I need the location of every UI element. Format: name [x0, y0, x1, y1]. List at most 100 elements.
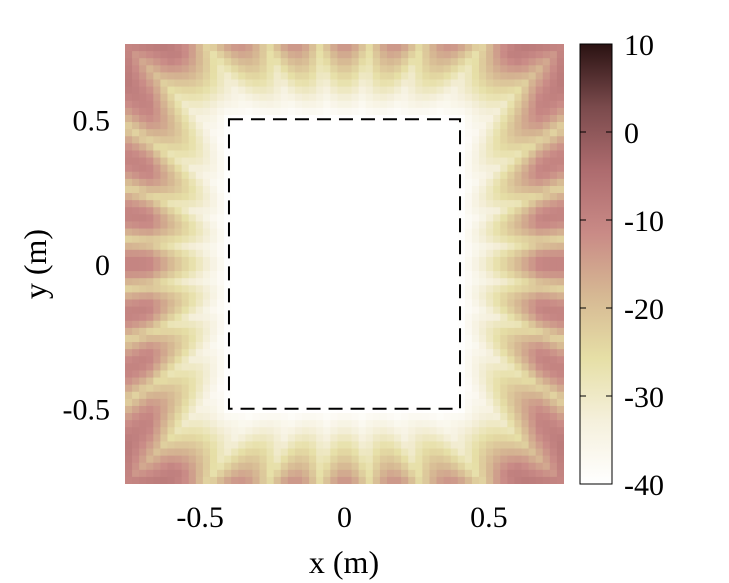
heatmap-cell — [195, 377, 204, 386]
heatmap-cell — [330, 129, 339, 137]
heatmap-cell — [450, 249, 459, 258]
heatmap-cell — [209, 292, 218, 301]
heatmap-cell — [238, 469, 246, 478]
heatmap-cell — [471, 278, 480, 286]
heatmap-cell — [181, 405, 190, 414]
heatmap-cell — [549, 235, 558, 244]
heatmap-cell — [528, 299, 537, 308]
heatmap-cell — [132, 384, 140, 393]
heatmap-cell — [323, 256, 331, 265]
heatmap-cell — [287, 93, 296, 102]
heatmap-cell — [160, 107, 169, 116]
heatmap-cell — [415, 228, 423, 237]
heatmap-cell — [365, 164, 374, 173]
heatmap-cell — [479, 384, 487, 393]
heatmap-cell — [507, 171, 516, 180]
heatmap-cell — [443, 327, 452, 336]
heatmap-cell — [245, 299, 254, 308]
heatmap-cell — [224, 413, 232, 421]
heatmap-cell — [464, 384, 473, 393]
heatmap-cell — [224, 427, 232, 435]
heatmap-cell — [238, 100, 246, 109]
heatmap-cell — [188, 455, 197, 464]
heatmap-cell — [535, 93, 544, 102]
heatmap-cell — [379, 228, 388, 237]
heatmap-cell — [280, 462, 289, 471]
heatmap-cell — [167, 100, 176, 109]
heatmap-cell — [266, 249, 275, 258]
heatmap-cell — [351, 448, 360, 457]
heatmap-cell — [351, 377, 360, 386]
heatmap-cell — [280, 264, 289, 272]
heatmap-cell — [146, 58, 154, 66]
heatmap-cell — [401, 178, 409, 187]
heatmap-cell — [238, 398, 246, 407]
heatmap-cell — [521, 398, 530, 407]
heatmap-cell — [195, 185, 204, 194]
heatmap-cell — [358, 143, 367, 152]
heatmap-cell — [493, 320, 501, 329]
heatmap-cell — [316, 285, 324, 293]
heatmap-cell — [351, 207, 360, 215]
heatmap-cell — [379, 44, 388, 52]
heatmap-cell — [507, 44, 516, 52]
heatmap-cell — [471, 249, 480, 258]
heatmap-cell — [514, 349, 523, 357]
heatmap-cell — [252, 313, 261, 322]
heatmap-cell — [209, 107, 218, 116]
heatmap-cell — [535, 200, 544, 208]
heatmap-cell — [436, 264, 445, 272]
heatmap-cell — [287, 391, 296, 400]
heatmap-cell — [231, 72, 239, 81]
heatmap-cell — [330, 441, 339, 450]
heatmap-cell — [401, 100, 409, 109]
heatmap-cell — [323, 107, 331, 116]
heatmap-cell — [238, 342, 246, 350]
heatmap-cell — [507, 420, 516, 428]
heatmap-cell — [429, 327, 438, 336]
heatmap-cell — [266, 164, 275, 173]
heatmap-cell — [401, 150, 409, 159]
heatmap-cell — [436, 242, 445, 251]
heatmap-cell — [493, 334, 501, 343]
heatmap-cell — [153, 58, 161, 66]
heatmap-cell — [386, 200, 395, 208]
heatmap-cell — [457, 72, 466, 81]
heatmap-cell — [245, 398, 254, 407]
heatmap-cell — [188, 51, 197, 59]
heatmap-cell — [372, 114, 381, 123]
heatmap-cell — [500, 65, 508, 73]
heatmap-cell — [549, 285, 558, 293]
heatmap-cell — [316, 150, 324, 159]
heatmap-cell — [471, 178, 480, 187]
heatmap-cell — [500, 334, 508, 343]
heatmap-cell — [125, 306, 133, 315]
heatmap-cell — [167, 349, 176, 357]
heatmap-cell — [429, 207, 438, 215]
heatmap-cell — [493, 207, 501, 215]
heatmap-cell — [422, 157, 431, 166]
heatmap-cell — [132, 327, 140, 336]
heatmap-cell — [153, 114, 161, 123]
heatmap-cell — [259, 405, 268, 414]
heatmap-cell — [266, 356, 275, 364]
heatmap-cell — [174, 384, 183, 393]
heatmap-cell — [535, 136, 544, 144]
heatmap-cell — [287, 129, 296, 137]
heatmap-cell — [351, 292, 360, 301]
heatmap-cell — [188, 72, 197, 81]
heatmap-cell — [273, 334, 282, 343]
heatmap-cell — [436, 221, 445, 230]
heatmap-cell — [294, 171, 303, 180]
heatmap-cell — [556, 44, 564, 52]
heatmap-cell — [167, 136, 176, 144]
heatmap-cell — [245, 221, 254, 230]
heatmap-cell — [195, 476, 204, 484]
heatmap-cell — [125, 370, 133, 379]
heatmap-cell — [471, 171, 480, 180]
heatmap-cell — [358, 221, 367, 230]
heatmap-cell — [294, 320, 303, 329]
heatmap-cell — [372, 86, 381, 95]
heatmap-cell — [153, 171, 161, 180]
heatmap-cell — [181, 114, 190, 123]
